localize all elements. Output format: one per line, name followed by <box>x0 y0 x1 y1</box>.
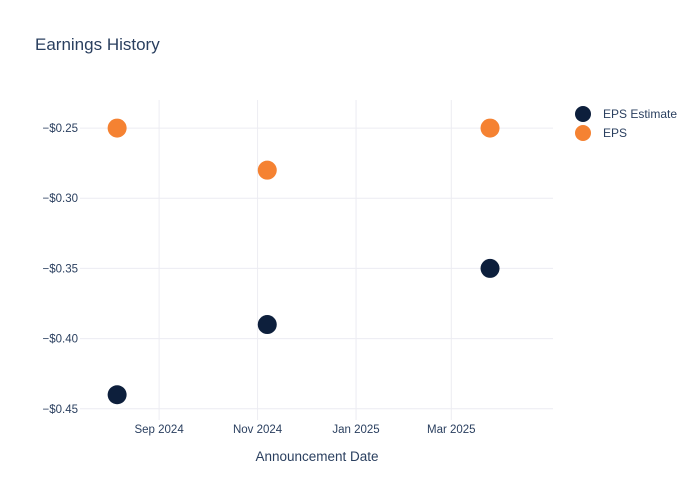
y-tick-label: −$0.25 <box>43 123 79 135</box>
grid-lines <box>80 100 553 420</box>
y-tick-label: −$0.30 <box>43 193 79 205</box>
legend-label-eps[interactable]: EPS <box>603 126 627 140</box>
eps-point[interactable] <box>257 160 277 180</box>
y-tick-label: −$0.35 <box>43 263 79 275</box>
x-tick-label: Mar 2025 <box>427 424 476 436</box>
eps-estimate-point[interactable] <box>480 258 500 278</box>
legend-label-eps-estimate[interactable]: EPS Estimate <box>603 107 677 121</box>
x-tick-label: Jan 2025 <box>332 424 379 436</box>
x-axis-ticks: Sep 2024 Nov 2024 Jan 2025 Mar 2025 <box>134 424 475 436</box>
y-tick-label: −$0.40 <box>43 334 79 346</box>
chart-title: Earnings History <box>35 35 160 54</box>
data-points <box>107 118 500 405</box>
y-tick-label: −$0.45 <box>43 404 79 416</box>
eps-point[interactable] <box>107 118 127 138</box>
x-axis-title: Announcement Date <box>255 449 378 464</box>
eps-estimate-point[interactable] <box>257 315 277 335</box>
x-tick-label: Sep 2024 <box>134 424 184 436</box>
eps-point[interactable] <box>480 118 500 138</box>
eps-estimate-point[interactable] <box>107 385 127 405</box>
legend: EPS Estimate EPS <box>575 106 677 141</box>
x-tick-label: Nov 2024 <box>233 424 283 436</box>
legend-marker-eps[interactable] <box>575 125 591 141</box>
legend-marker-eps-estimate[interactable] <box>575 106 591 122</box>
y-axis-ticks: −$0.25 −$0.30 −$0.35 −$0.40 −$0.45 <box>43 123 79 416</box>
